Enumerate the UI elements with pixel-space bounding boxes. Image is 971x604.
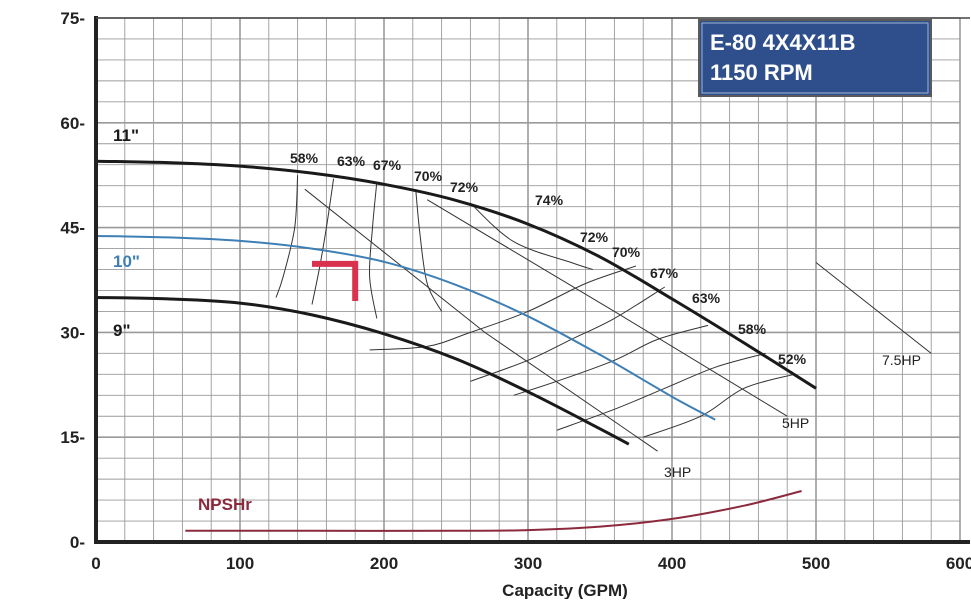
efficiency-label: 58% [290,150,319,166]
efficiency-contour-line [470,202,593,270]
x-tick-label: 100 [226,554,254,573]
efficiency-label: 67% [650,265,679,281]
impeller-curve-11in [95,159,817,390]
npshr-series [185,490,802,532]
y-tick-label: 15- [60,428,85,447]
efficiency-label: 72% [450,179,479,195]
horsepower-label: 7.5HP [882,352,921,368]
chart-labels: 0- 15- 30- 45- 60- 75- 0 100 200 300 400 500 600 11" 1… [60,9,971,573]
efficiency-contour-line [275,175,299,298]
efficiency-contour-line [556,352,766,431]
y-tick-label: 30- [60,323,85,342]
horsepower-label: 5HP [782,415,809,431]
horsepower-line [304,188,658,452]
impeller-curve-label: 10" [113,252,140,271]
chart-title-line-2: 1150 RPM [710,60,813,85]
impeller-curve-10in [95,235,716,421]
axes [94,16,970,544]
horsepower-line [815,262,932,354]
chart-title-line-1: E-80 4X4X11B [710,30,856,55]
efficiency-contour-line [415,189,443,312]
efficiency-contour-line [643,373,795,438]
x-tick-label: 0 [91,554,100,573]
y-tick-label: 0- [70,533,85,552]
operating-point-marker [312,260,359,301]
y-tick-label: 45- [60,219,85,238]
efficiency-label: 63% [692,290,721,306]
impeller-curves [95,159,817,446]
efficiency-label: 74% [535,192,564,208]
efficiency-label: 67% [373,157,402,173]
efficiency-contour-line [513,324,709,396]
x-tick-label: 400 [658,554,686,573]
x-tick-label: 200 [370,554,398,573]
npshr-curve [185,490,802,532]
chart-title-box: E-80 4X4X11B 1150 RPM [698,19,932,97]
impeller-curve-9in [95,296,630,446]
efficiency-contour-line [368,182,378,319]
y-tick-label: 75- [60,9,85,28]
horsepower-lines [304,188,932,452]
x-tick-label: 600 [946,554,971,573]
impeller-curve-label: 11" [113,126,139,145]
horsepower-line [426,199,788,417]
efficiency-label: 72% [580,229,609,245]
horsepower-label: 3HP [664,464,691,480]
impeller-curve-label: 9" [113,321,131,340]
efficiency-label: 58% [738,321,767,337]
efficiency-label: 70% [414,168,443,184]
npshr-label: NPSHr [198,495,252,514]
x-axis-title: Capacity (GPM) [502,581,628,599]
x-tick-label: 500 [802,554,830,573]
efficiency-label: 63% [337,153,366,169]
efficiency-label: 52% [778,351,807,367]
efficiency-label: 70% [612,244,641,260]
efficiency-contour-line [369,265,637,351]
x-tick-label: 300 [514,554,542,573]
efficiency-contours [275,175,795,438]
y-tick-label: 60- [60,114,85,133]
